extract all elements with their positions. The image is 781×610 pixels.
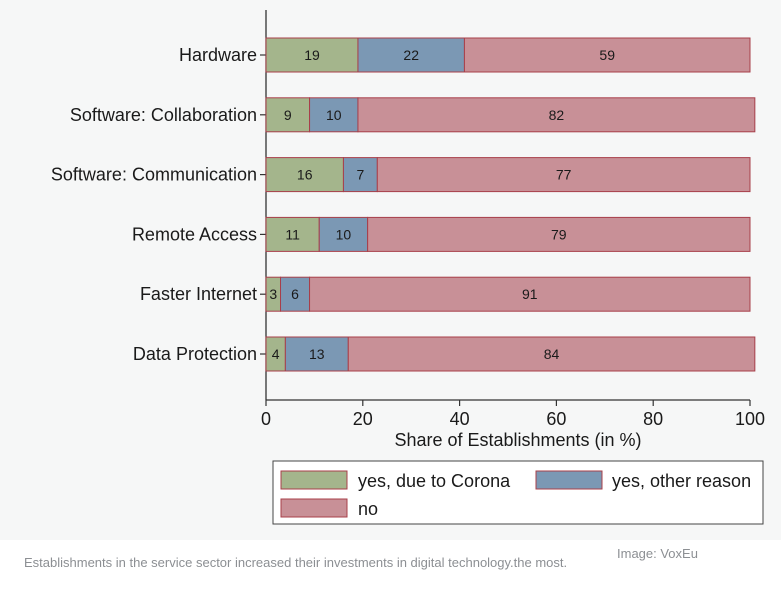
bar-segment <box>265 37 359 73</box>
category-label: Faster Internet <box>140 284 257 304</box>
bar-segment <box>376 157 751 193</box>
figure-caption: Establishments in the service sector inc… <box>24 555 568 570</box>
image-credit: Image: VoxEu <box>617 546 698 561</box>
category-label: Hardware <box>179 45 257 65</box>
category-label: Data Protection <box>133 344 257 364</box>
bar-value-label: 19 <box>304 47 320 63</box>
legend-swatch <box>280 498 348 518</box>
category-label: Remote Access <box>132 224 257 244</box>
legend-swatch <box>280 470 348 490</box>
bar-value-label: 11 <box>285 226 300 242</box>
bar-segment <box>318 216 369 252</box>
bar-segment <box>280 276 311 312</box>
bar-value-label: 3 <box>269 286 277 302</box>
x-tick-label: 0 <box>261 409 271 429</box>
bar-value-label: 9 <box>284 107 292 123</box>
bar-value-label: 22 <box>403 47 419 63</box>
category-label: Software: Collaboration <box>70 105 257 125</box>
x-tick-label: 80 <box>643 409 663 429</box>
bar-segment <box>265 216 320 252</box>
bar-segment <box>265 157 344 193</box>
legend-label: yes, other reason <box>612 471 751 491</box>
x-axis-title: Share of Establishments (in %) <box>394 430 641 450</box>
legend-box <box>272 460 764 525</box>
bar-value-label: 13 <box>309 346 325 362</box>
x-tick-label: 60 <box>546 409 566 429</box>
legend-label: no <box>358 499 378 519</box>
legend-label: yes, due to Corona <box>358 471 511 491</box>
bar-value-label: 6 <box>291 286 299 302</box>
x-tick-label: 100 <box>735 409 765 429</box>
x-tick-label: 40 <box>450 409 470 429</box>
bar-value-label: 79 <box>551 226 567 242</box>
bar-segment <box>309 97 359 133</box>
bar-segment <box>342 157 378 193</box>
bar-segment <box>463 37 751 73</box>
bar-value-label: 10 <box>326 107 342 123</box>
legend-swatch <box>535 470 603 490</box>
bar-value-label: 4 <box>272 346 280 362</box>
bar-value-label: 77 <box>556 167 572 183</box>
category-label: Software: Communication <box>51 165 257 185</box>
bar-segment <box>265 97 311 133</box>
bar-value-label: 7 <box>356 167 364 183</box>
bar-value-label: 10 <box>336 226 352 242</box>
bar-segment <box>367 216 751 252</box>
bar-segment <box>309 276 751 312</box>
bar-value-label: 91 <box>522 286 538 302</box>
bar-segment <box>357 97 756 133</box>
x-tick-label: 20 <box>353 409 373 429</box>
bar-segment <box>347 336 756 372</box>
bar-value-label: 59 <box>599 47 615 63</box>
bar-value-label: 82 <box>549 107 565 123</box>
bar-value-label: 16 <box>297 167 313 183</box>
bar-value-label: 84 <box>544 346 560 362</box>
plot-area <box>0 0 781 540</box>
bar-segment <box>284 336 349 372</box>
